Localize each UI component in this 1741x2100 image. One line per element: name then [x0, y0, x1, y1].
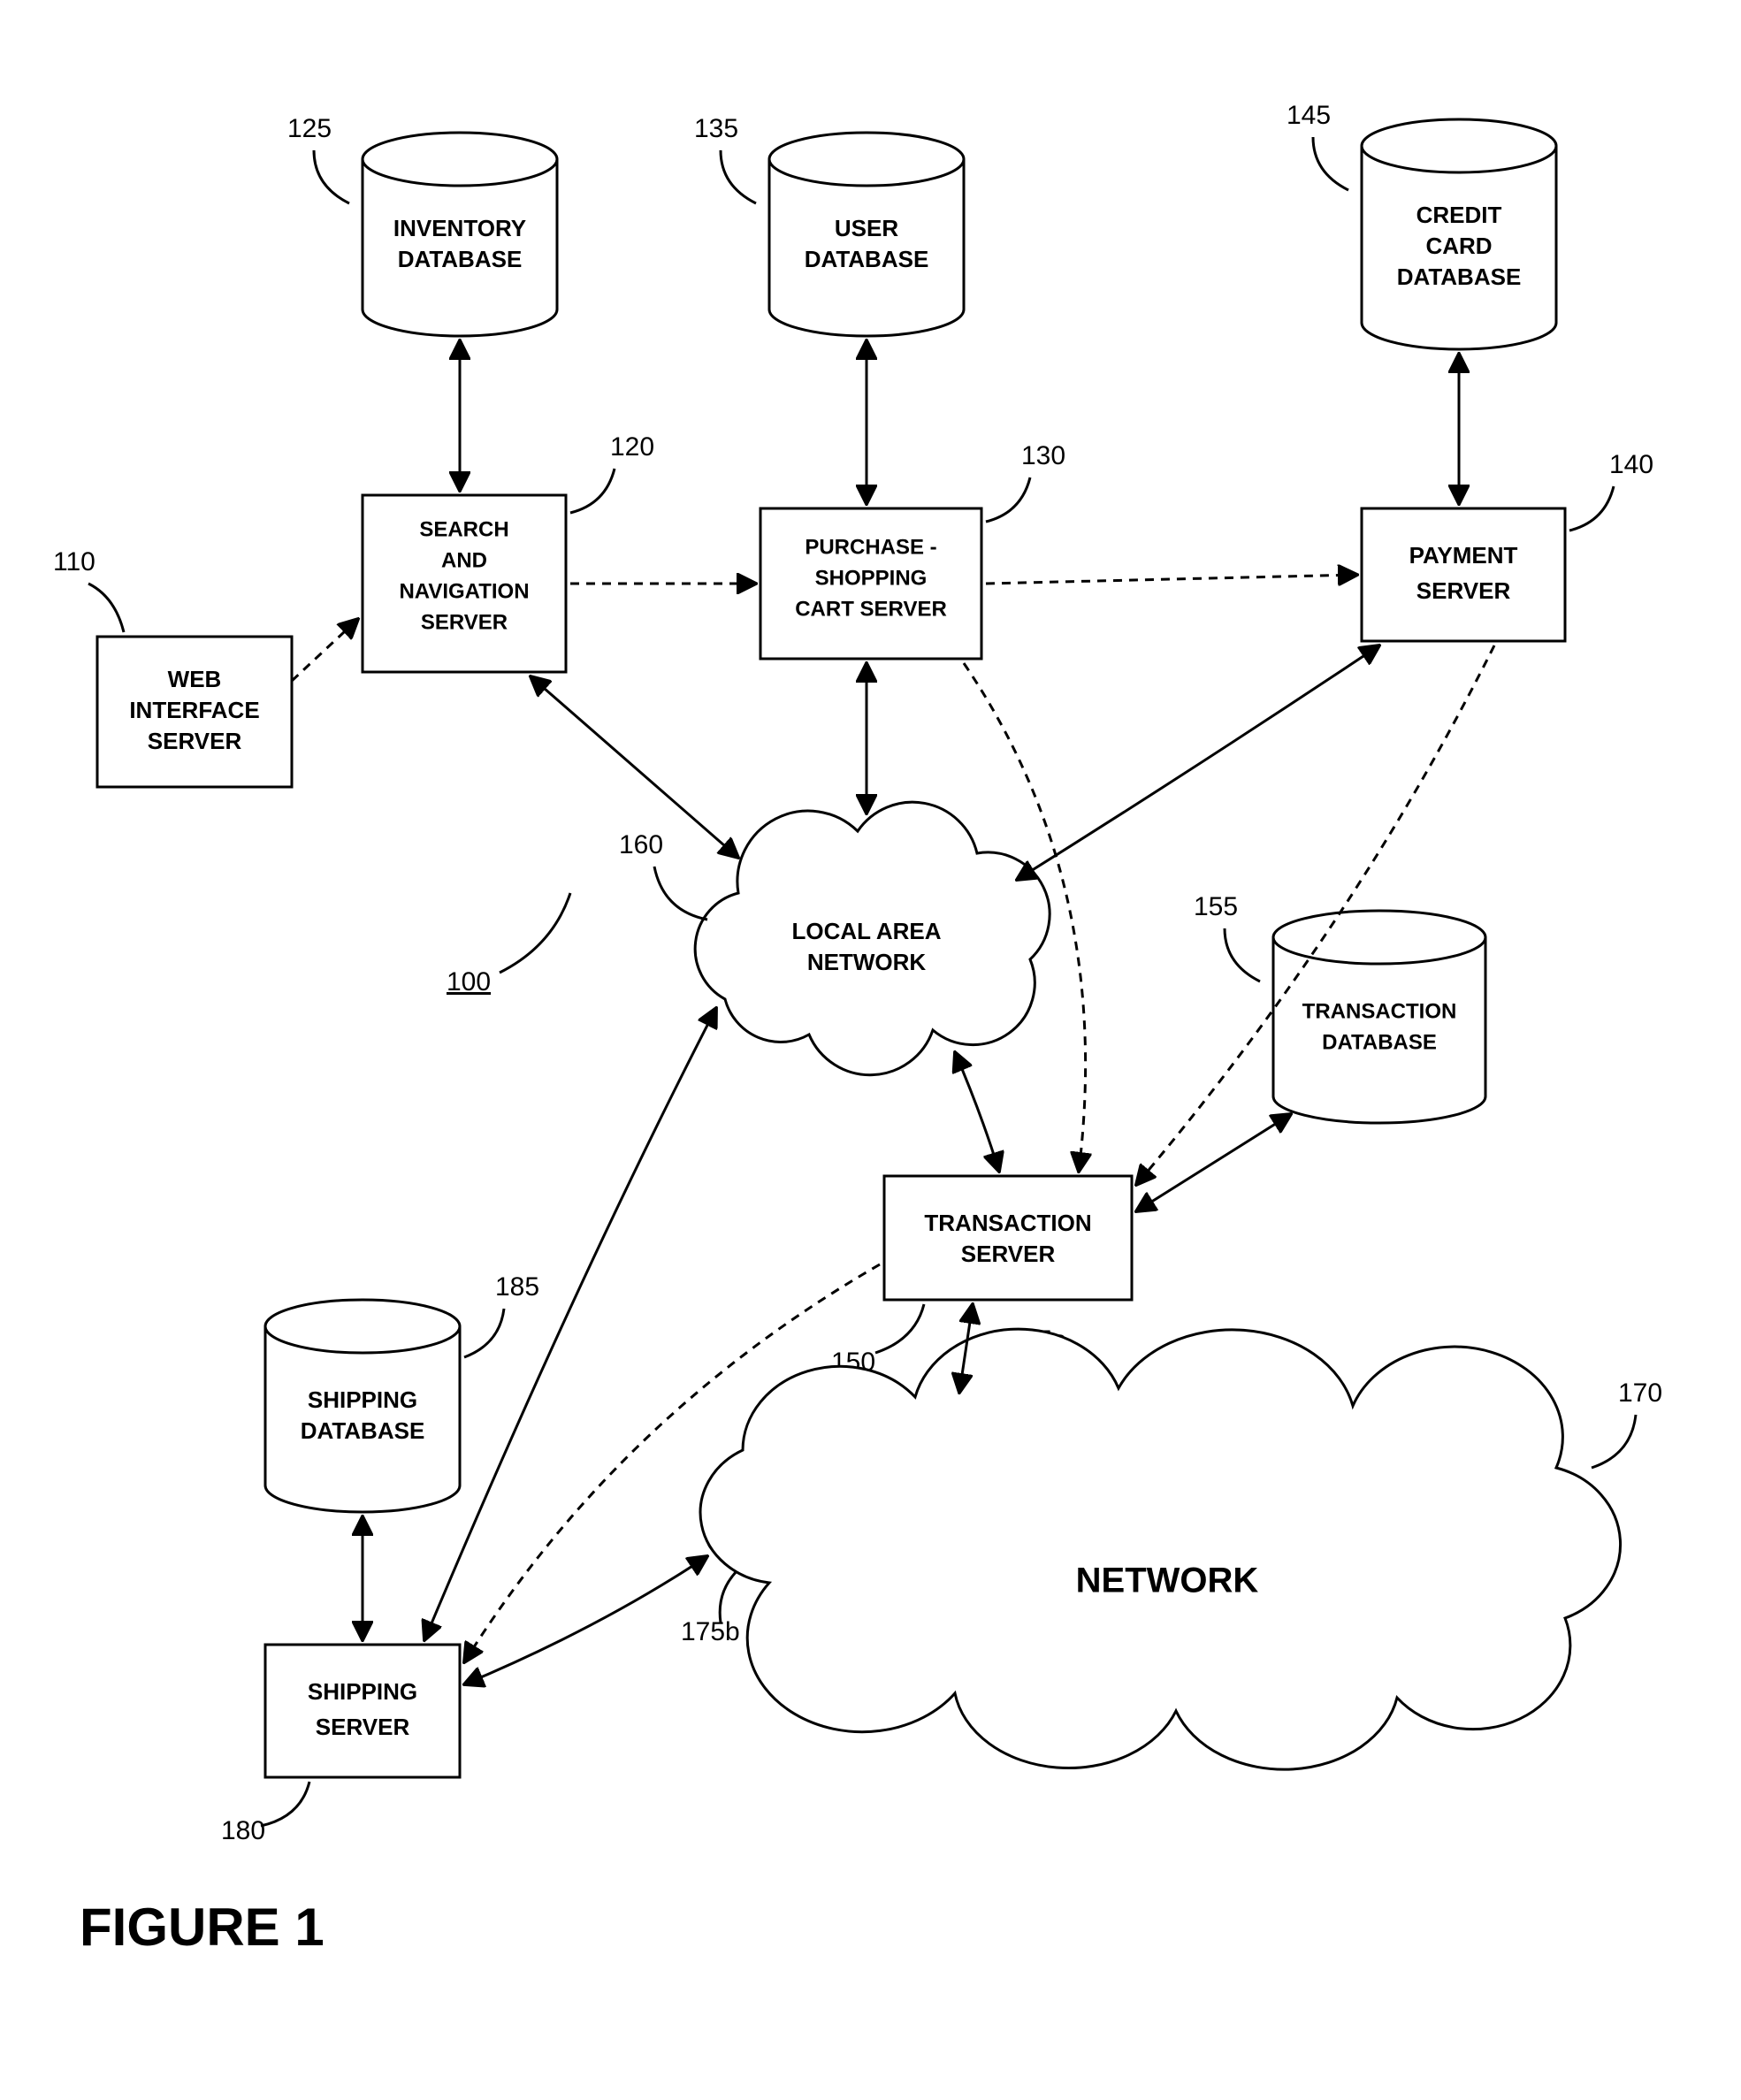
edge-shipping-lan — [424, 1008, 716, 1640]
svg-text:AND: AND — [441, 548, 487, 572]
user-database: USER DATABASE — [769, 133, 964, 336]
svg-text:SEARCH: SEARCH — [419, 517, 508, 541]
lead-line — [1569, 486, 1614, 531]
shipping-database: SHIPPING DATABASE — [265, 1300, 460, 1512]
edge-shipping-routerb — [464, 1556, 707, 1684]
lead-line — [986, 477, 1030, 522]
lead-line — [875, 1304, 924, 1353]
svg-text:CART SERVER: CART SERVER — [795, 597, 947, 621]
svg-text:NETWORK: NETWORK — [1076, 1562, 1259, 1600]
lead-line — [1592, 1415, 1636, 1468]
ref-180: 180 — [221, 1816, 265, 1845]
svg-text:SERVER: SERVER — [316, 1714, 410, 1740]
svg-text:INTERFACE: INTERFACE — [129, 697, 259, 723]
lead-line — [1225, 928, 1260, 981]
svg-text:WEB: WEB — [168, 666, 222, 692]
svg-text:SERVER: SERVER — [961, 1241, 1056, 1267]
svg-text:TRANSACTION: TRANSACTION — [924, 1210, 1091, 1236]
edge-web-search — [292, 619, 358, 681]
ref-140: 140 — [1609, 450, 1653, 479]
search-navigation-server: SEARCH AND NAVIGATION SERVER — [363, 495, 566, 672]
lead-line — [1313, 137, 1348, 190]
credit-db-label-3: DATABASE — [1397, 263, 1522, 290]
network-cloud: NETWORK — [700, 1329, 1620, 1769]
user-database-label: USER — [835, 215, 898, 241]
ref-145: 145 — [1287, 101, 1331, 130]
shopping-cart-server: PURCHASE - SHOPPING CART SERVER — [760, 508, 981, 659]
svg-text:SERVER: SERVER — [421, 610, 508, 634]
local-area-network-cloud: LOCAL AREA NETWORK — [695, 802, 1050, 1075]
inventory-database: INVENTORY DATABASE — [363, 133, 557, 336]
lead-line — [654, 867, 707, 920]
svg-text:TRANSACTION: TRANSACTION — [1302, 999, 1457, 1023]
ref-120: 120 — [610, 432, 654, 462]
credit-db-label-2: CARD — [1425, 233, 1492, 259]
ref-170: 170 — [1618, 1378, 1662, 1408]
ref-160: 160 — [619, 830, 663, 859]
svg-text:LOCAL AREA: LOCAL AREA — [792, 918, 942, 944]
svg-text:DATABASE: DATABASE — [1322, 1030, 1437, 1054]
inventory-database-label: INVENTORY — [393, 215, 526, 241]
inventory-database-label-2: DATABASE — [398, 246, 523, 272]
web-interface-server: WEB INTERFACE SERVER — [97, 637, 292, 787]
ref-125: 125 — [287, 114, 332, 143]
user-database-label-2: DATABASE — [805, 246, 929, 272]
ref-155: 155 — [1194, 892, 1238, 921]
payment-server: PAYMENT SERVER — [1362, 508, 1565, 641]
credit-db-label-1: CREDIT — [1416, 202, 1502, 228]
edge-cart-payment — [986, 575, 1357, 584]
lead-line-100 — [500, 893, 570, 973]
svg-text:PURCHASE -: PURCHASE - — [805, 535, 936, 559]
lead-line — [261, 1782, 309, 1826]
shipping-server: SHIPPING SERVER — [265, 1645, 460, 1777]
lead-line — [88, 584, 124, 632]
svg-text:DATABASE: DATABASE — [301, 1417, 425, 1444]
figure-title: FIGURE 1 — [80, 1898, 325, 1957]
ref-130: 130 — [1021, 441, 1065, 470]
credit-card-database: CREDIT CARD DATABASE — [1362, 119, 1556, 349]
svg-text:NAVIGATION: NAVIGATION — [399, 579, 529, 603]
svg-text:NETWORK: NETWORK — [807, 949, 927, 975]
svg-text:SERVER: SERVER — [1416, 577, 1511, 604]
svg-text:SHIPPING: SHIPPING — [308, 1678, 417, 1705]
transaction-server: TRANSACTION SERVER — [884, 1176, 1132, 1300]
edge-txdb-txserver — [1136, 1114, 1291, 1211]
edge-lan-txn — [955, 1052, 999, 1172]
ref-185: 185 — [495, 1272, 539, 1302]
svg-text:SHIPPING: SHIPPING — [308, 1386, 417, 1413]
svg-text:SHOPPING: SHOPPING — [815, 566, 928, 590]
ref-100: 100 — [447, 967, 491, 997]
transaction-database: TRANSACTION DATABASE — [1273, 911, 1485, 1123]
lead-line — [464, 1309, 504, 1357]
lead-line — [720, 1569, 738, 1623]
ref-110: 110 — [53, 547, 95, 577]
lead-line — [721, 150, 756, 203]
edge-payment-lan — [1017, 645, 1379, 880]
lead-line — [570, 469, 615, 513]
figure-1-diagram: INVENTORY DATABASE 125 USER DATABASE 135… — [0, 0, 1741, 2100]
lead-line — [314, 150, 349, 203]
ref-135: 135 — [694, 114, 738, 143]
ref-175b: 175b — [681, 1617, 740, 1646]
svg-text:SERVER: SERVER — [148, 728, 242, 754]
svg-text:PAYMENT: PAYMENT — [1409, 542, 1518, 569]
